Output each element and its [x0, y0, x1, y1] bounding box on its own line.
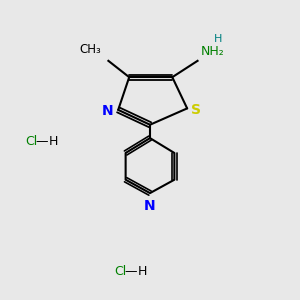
Text: S: S — [191, 103, 201, 117]
Text: Cl: Cl — [114, 266, 127, 278]
Text: N: N — [102, 104, 114, 118]
Text: H: H — [214, 34, 222, 44]
Text: CH₃: CH₃ — [79, 44, 101, 56]
Text: N: N — [144, 199, 156, 213]
Text: —: — — [124, 266, 137, 278]
Text: —: — — [35, 135, 48, 148]
Text: H: H — [49, 135, 58, 148]
Text: H: H — [138, 266, 148, 278]
Text: Cl: Cl — [25, 135, 38, 148]
Text: NH₂: NH₂ — [200, 45, 224, 58]
